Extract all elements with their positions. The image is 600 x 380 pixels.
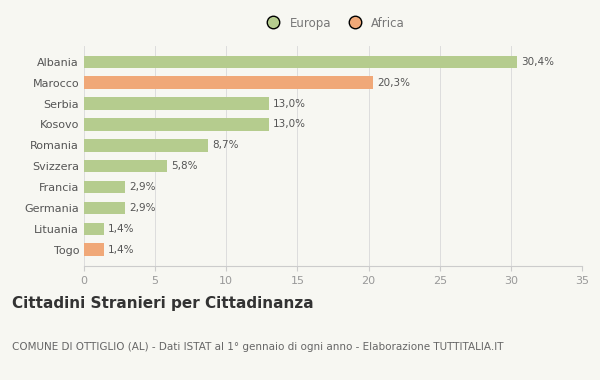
Text: 1,4%: 1,4%: [108, 224, 134, 234]
Text: 2,9%: 2,9%: [130, 203, 156, 213]
Text: 1,4%: 1,4%: [108, 245, 134, 255]
Bar: [84, 118, 269, 131]
Text: 20,3%: 20,3%: [377, 78, 410, 88]
Bar: [84, 55, 517, 68]
Legend: Europa, Africa: Europa, Africa: [256, 12, 410, 34]
Text: 5,8%: 5,8%: [171, 161, 197, 171]
Bar: [84, 244, 104, 256]
Bar: [84, 202, 125, 214]
Text: 2,9%: 2,9%: [130, 182, 156, 192]
Text: Cittadini Stranieri per Cittadinanza: Cittadini Stranieri per Cittadinanza: [12, 296, 314, 311]
Bar: [84, 223, 104, 235]
Bar: [84, 139, 208, 152]
Bar: [84, 76, 373, 89]
Text: 13,0%: 13,0%: [273, 99, 306, 109]
Bar: [84, 160, 167, 173]
Bar: [84, 181, 125, 193]
Text: COMUNE DI OTTIGLIO (AL) - Dati ISTAT al 1° gennaio di ogni anno - Elaborazione T: COMUNE DI OTTIGLIO (AL) - Dati ISTAT al …: [12, 342, 503, 352]
Bar: [84, 97, 269, 110]
Text: 30,4%: 30,4%: [521, 57, 554, 67]
Text: 8,7%: 8,7%: [212, 140, 239, 150]
Text: 13,0%: 13,0%: [273, 119, 306, 130]
